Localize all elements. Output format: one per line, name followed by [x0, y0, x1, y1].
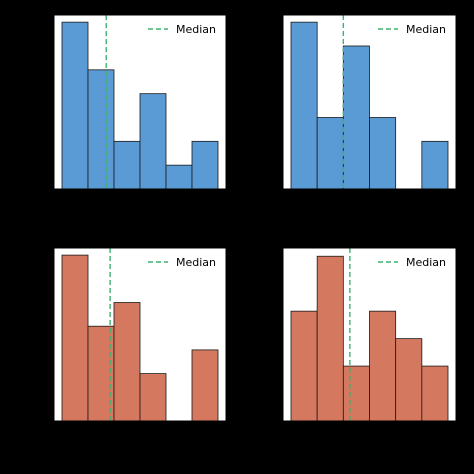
- histogram-bar: [369, 310, 397, 422]
- histogram-bar: [139, 373, 167, 422]
- subplot-2: Median: [282, 14, 457, 190]
- legend-label: Median: [406, 256, 446, 269]
- histogram-bar: [191, 349, 219, 422]
- legend: Median: [148, 256, 216, 269]
- histogram-bar: [290, 21, 318, 190]
- legend-label: Median: [406, 23, 446, 36]
- histogram-bar: [342, 365, 370, 422]
- subplot-3: Median: [53, 247, 227, 422]
- subplot-4: Median: [282, 247, 457, 422]
- histogram-bar: [421, 140, 449, 190]
- histogram-bar: [421, 365, 449, 422]
- histogram-bar: [87, 69, 115, 190]
- subplot-1: Median: [53, 14, 227, 190]
- histogram-bar: [316, 255, 344, 422]
- histogram-bar: [139, 93, 167, 190]
- legend: Median: [378, 23, 446, 36]
- axes-frame: [53, 247, 227, 422]
- histogram-bar: [61, 254, 89, 422]
- histogram-bar: [290, 310, 318, 422]
- legend: Median: [148, 23, 216, 36]
- histogram-bar: [342, 45, 370, 190]
- axes-frame: [282, 247, 457, 422]
- histogram-bar: [369, 117, 397, 190]
- legend-label: Median: [176, 256, 216, 269]
- histogram-bar: [395, 338, 423, 422]
- legend-label: Median: [176, 23, 216, 36]
- histogram-bar: [61, 21, 89, 190]
- axes-frame: [53, 14, 227, 190]
- axes-frame: [282, 14, 457, 190]
- histogram-bar: [316, 117, 344, 190]
- histogram-bar: [113, 302, 141, 422]
- legend: Median: [378, 256, 446, 269]
- histogram-bar: [113, 140, 141, 190]
- histogram-bar: [191, 140, 219, 190]
- histogram-bar: [165, 164, 193, 190]
